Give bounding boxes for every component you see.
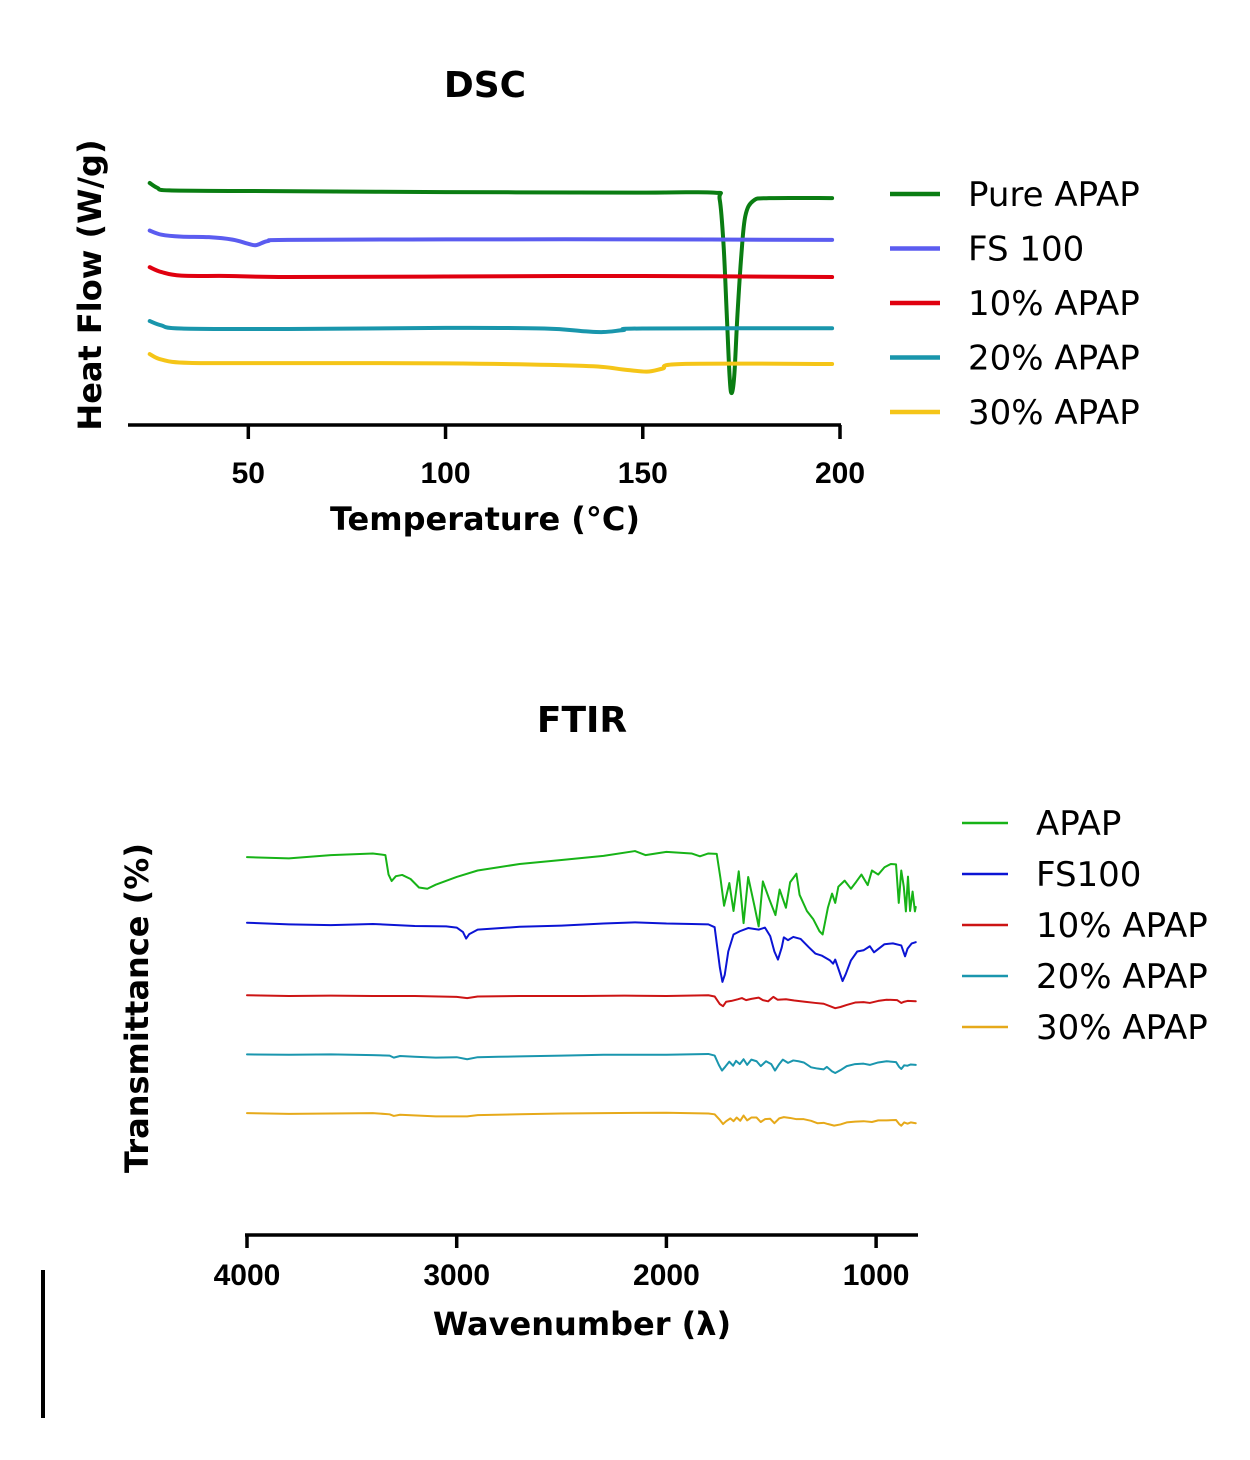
ftir-x-tick-label: 1000 xyxy=(843,1259,910,1292)
ftir-series-10pct-apap xyxy=(246,994,917,1010)
dsc-legend-item-fs-100: FS 100 xyxy=(890,230,1084,270)
ftir-legend-label: 30% APAP xyxy=(1036,1008,1208,1048)
ftir-x-tick-label: 4000 xyxy=(214,1259,281,1292)
ftir-legend-item-20pct-apap: 20% APAP xyxy=(962,957,1208,997)
dsc-series-pure-apap xyxy=(147,181,835,396)
dsc-legend: Pure APAP FS 100 10% APAP 20% APAP 30% APAP xyxy=(890,175,1140,433)
ftir-legend-label: FS100 xyxy=(1036,855,1141,895)
dsc-legend-label: 30% APAP xyxy=(968,393,1140,433)
dsc-title: DSC xyxy=(444,65,526,106)
dsc-legend-label: 10% APAP xyxy=(968,284,1140,324)
dsc-x-ticks xyxy=(246,425,842,439)
dsc-series-30pct-apap xyxy=(147,352,835,374)
ftir-series-group xyxy=(246,850,917,1127)
dsc-legend-label: Pure APAP xyxy=(968,175,1140,215)
ftir-chart: FTIR Transmittance (%) Wavenumber (λ) 40… xyxy=(118,700,1208,1343)
ftir-title: FTIR xyxy=(537,700,627,741)
dsc-legend-item-pure-apap: Pure APAP xyxy=(890,175,1140,215)
ftir-series-20pct-apap xyxy=(246,1052,917,1074)
ftir-legend-item-fs100: FS100 xyxy=(962,855,1141,895)
dsc-x-tick-label: 150 xyxy=(618,457,668,490)
dsc-legend-label: FS 100 xyxy=(968,230,1084,270)
ftir-x-tick-labels: 4000 3000 2000 1000 xyxy=(214,1259,910,1292)
dsc-legend-item-20pct-apap: 20% APAP xyxy=(890,339,1140,379)
ftir-legend-label: 10% APAP xyxy=(1036,906,1208,946)
dsc-series-group xyxy=(147,181,835,396)
dsc-x-tick-label: 200 xyxy=(815,457,865,490)
dsc-x-tick-labels: 50 100 150 200 xyxy=(232,457,865,490)
ftir-series-apap xyxy=(246,850,917,936)
dsc-series-fs-100 xyxy=(147,228,835,248)
dsc-series-20pct-apap xyxy=(147,319,835,335)
ftir-series-fs100 xyxy=(246,921,917,983)
dsc-series-10pct-apap xyxy=(147,265,835,280)
ftir-x-ticks xyxy=(245,1235,878,1248)
dsc-legend-label: 20% APAP xyxy=(968,339,1140,379)
ftir-legend-label: APAP xyxy=(1036,804,1121,844)
ftir-series-30pct-apap xyxy=(246,1111,917,1127)
ftir-legend: APAP FS100 10% APAP 20% APAP 30% APAP xyxy=(962,804,1208,1048)
ftir-legend-label: 20% APAP xyxy=(1036,957,1208,997)
dsc-x-tick-label: 100 xyxy=(421,457,471,490)
dsc-legend-item-10pct-apap: 10% APAP xyxy=(890,284,1140,324)
ftir-x-tick-label: 2000 xyxy=(633,1259,700,1292)
ftir-legend-item-apap: APAP xyxy=(962,804,1121,844)
ftir-legend-item-30pct-apap: 30% APAP xyxy=(962,1008,1208,1048)
dsc-legend-item-30pct-apap: 30% APAP xyxy=(890,393,1140,433)
dsc-chart: DSC Heat Flow (W/g) Temperature (°C) 50 1… xyxy=(71,65,1140,538)
dsc-y-axis-label: Heat Flow (W/g) xyxy=(71,139,109,430)
dsc-x-axis-label: Temperature (°C) xyxy=(330,500,640,538)
ftir-y-axis-label: Transmittance (%) xyxy=(118,843,156,1173)
dsc-x-tick-label: 50 xyxy=(232,457,265,490)
ftir-legend-item-10pct-apap: 10% APAP xyxy=(962,906,1208,946)
ftir-x-axis-label: Wavenumber (λ) xyxy=(433,1305,731,1343)
ftir-x-tick-label: 3000 xyxy=(423,1259,490,1292)
